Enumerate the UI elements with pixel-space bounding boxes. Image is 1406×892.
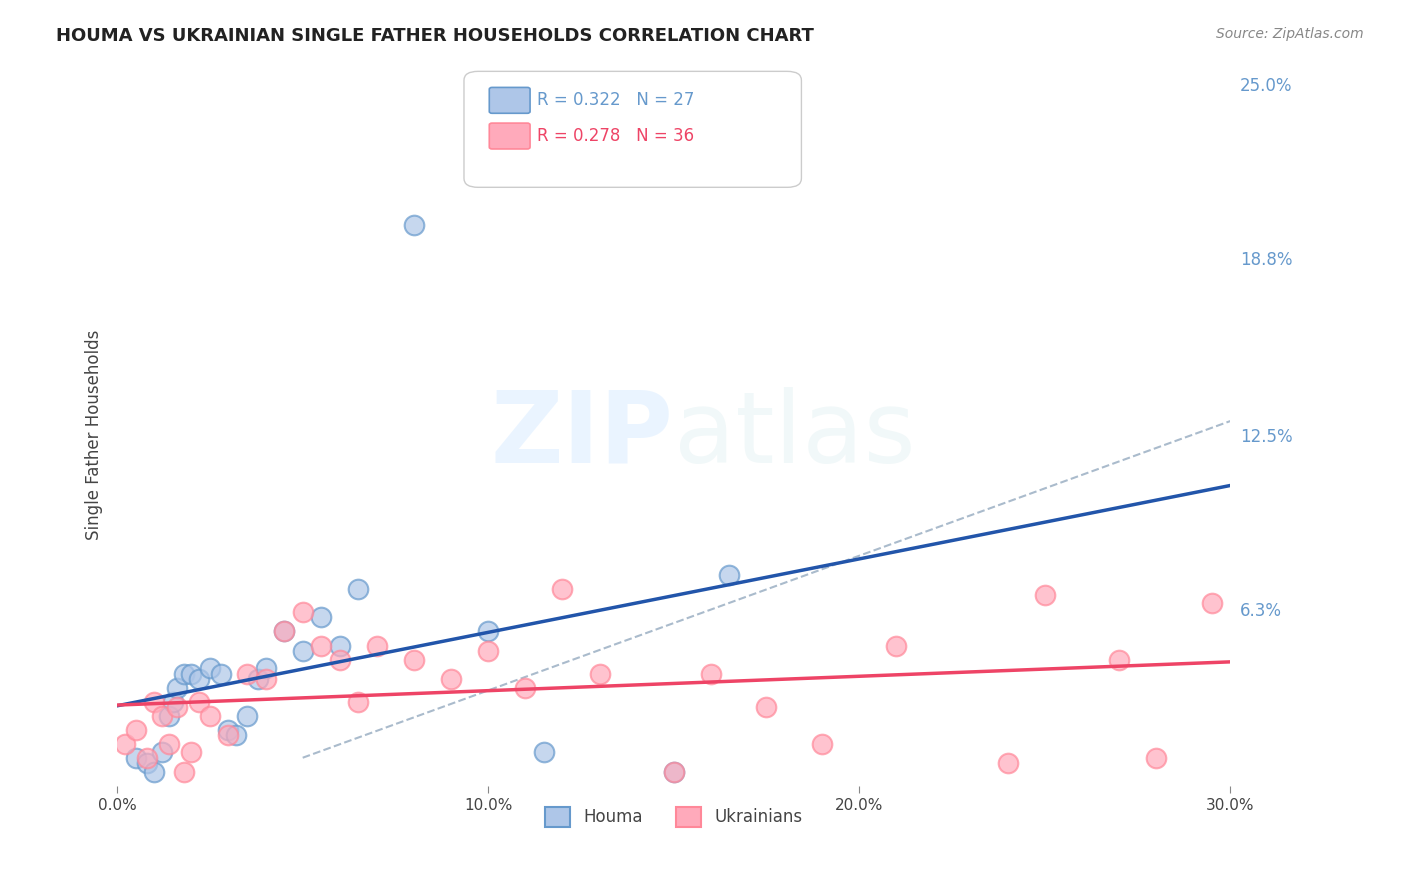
Point (477, 624, 499, 639)
Point (273, 624, 295, 639)
Point (187, 695, 209, 709)
Point (718, 568, 741, 582)
Point (402, 218, 425, 232)
Point (811, 737, 834, 751)
Y-axis label: Single Father Households: Single Father Households (86, 330, 103, 541)
Point (114, 737, 136, 751)
Point (884, 639, 907, 653)
Point (477, 644, 499, 658)
Point (247, 672, 270, 686)
Point (166, 681, 188, 695)
Text: HOUMA VS UKRAINIAN SINGLE FATHER HOUSEHOLDS CORRELATION CHART: HOUMA VS UKRAINIAN SINGLE FATHER HOUSEHO… (56, 27, 814, 45)
Point (150, 708, 173, 723)
Point (309, 639, 332, 653)
Point (166, 700, 188, 714)
Point (533, 745, 555, 759)
Point (209, 666, 232, 681)
Point (135, 756, 157, 771)
Point (198, 708, 221, 723)
Point (173, 666, 195, 681)
Point (150, 745, 173, 759)
Point (515, 681, 537, 695)
Point (440, 672, 463, 686)
Point (125, 723, 148, 737)
Point (236, 708, 259, 723)
Point (254, 661, 277, 675)
Text: R = 0.322   N = 27: R = 0.322 N = 27 (537, 91, 695, 109)
Point (273, 624, 295, 639)
Point (347, 582, 370, 597)
Point (1033, 588, 1056, 602)
Point (236, 666, 259, 681)
Point (198, 661, 221, 675)
Point (143, 695, 166, 709)
Point (755, 700, 778, 714)
Point (180, 666, 202, 681)
Legend: Houma, Ukrainians: Houma, Ukrainians (538, 800, 810, 833)
Point (225, 728, 247, 742)
Point (1108, 652, 1130, 666)
Text: Source: ZipAtlas.com: Source: ZipAtlas.com (1216, 27, 1364, 41)
Point (173, 764, 195, 779)
Point (402, 652, 425, 666)
Point (135, 750, 157, 764)
Point (1201, 596, 1223, 610)
Point (347, 695, 370, 709)
Point (187, 672, 209, 686)
Text: atlas: atlas (673, 386, 915, 483)
Point (329, 639, 352, 653)
Point (143, 764, 166, 779)
Point (291, 605, 314, 619)
Point (662, 764, 685, 779)
Point (329, 652, 352, 666)
Point (588, 666, 610, 681)
Point (254, 672, 277, 686)
Point (366, 639, 388, 653)
Point (218, 728, 240, 742)
Point (997, 756, 1019, 771)
Point (700, 666, 723, 681)
Point (125, 750, 148, 764)
Point (157, 737, 180, 751)
Text: R = 0.278   N = 36: R = 0.278 N = 36 (537, 127, 695, 145)
Point (551, 582, 574, 597)
Point (157, 708, 180, 723)
Point (662, 764, 685, 779)
Point (162, 695, 184, 709)
Point (180, 745, 202, 759)
Point (1144, 750, 1167, 764)
Point (291, 644, 314, 658)
Point (309, 610, 332, 624)
Text: ZIP: ZIP (491, 386, 673, 483)
Point (218, 723, 240, 737)
